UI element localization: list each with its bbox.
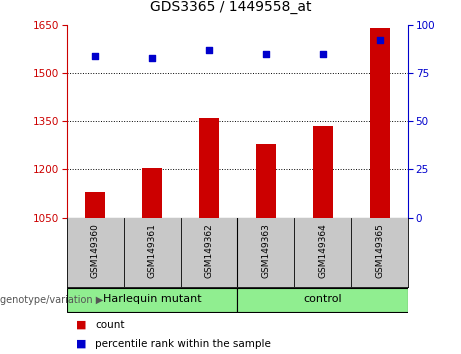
Point [148, 55, 156, 61]
Bar [370, 28, 390, 218]
Text: GSM149363: GSM149363 [261, 223, 270, 278]
Text: GDS3365 / 1449558_at: GDS3365 / 1449558_at [150, 0, 311, 14]
Text: GSM149360: GSM149360 [91, 223, 100, 278]
Bar [85, 192, 105, 218]
Point [205, 47, 213, 53]
Bar [256, 144, 276, 218]
Text: Harlequin mutant: Harlequin mutant [103, 295, 201, 304]
Text: GSM149364: GSM149364 [318, 223, 327, 278]
Text: control: control [303, 295, 342, 304]
Point [262, 51, 270, 57]
Text: percentile rank within the sample: percentile rank within the sample [95, 339, 272, 349]
Text: count: count [95, 320, 125, 330]
Bar [313, 126, 333, 218]
Bar [199, 118, 219, 218]
Text: ■: ■ [76, 339, 87, 349]
Bar [67, 288, 237, 312]
Text: genotype/variation ▶: genotype/variation ▶ [0, 295, 103, 305]
Bar [237, 288, 408, 312]
Text: GSM149365: GSM149365 [375, 223, 384, 278]
Point [376, 38, 383, 43]
Bar [142, 168, 162, 218]
Point [92, 53, 99, 58]
Point [319, 51, 326, 57]
Text: GSM149361: GSM149361 [148, 223, 157, 278]
Text: ■: ■ [76, 320, 87, 330]
Text: GSM149362: GSM149362 [205, 223, 213, 278]
